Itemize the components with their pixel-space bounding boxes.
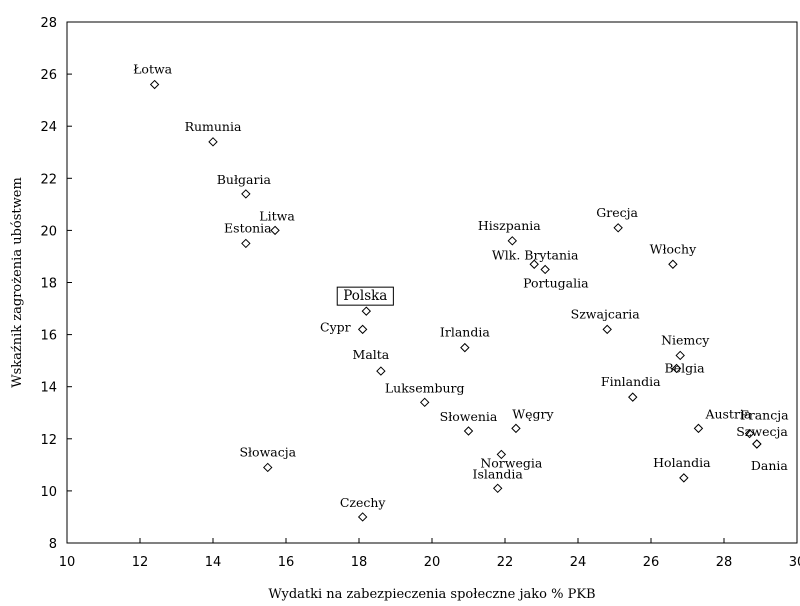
x-tick-label: 24	[570, 555, 587, 570]
data-point	[357, 512, 368, 522]
y-tick-label: 12	[40, 433, 57, 448]
data-point	[511, 423, 521, 434]
y-tick-label: 20	[40, 224, 57, 239]
x-tick-label: 28	[716, 555, 733, 570]
data-point	[241, 189, 251, 199]
data-point	[496, 449, 507, 460]
data-point	[149, 79, 160, 90]
y-tick-label: 24	[40, 120, 57, 135]
data-point	[361, 306, 372, 316]
data-point	[668, 259, 678, 269]
x-tick-label: 30	[789, 555, 800, 570]
data-point	[752, 439, 762, 449]
point-label: Grecja	[596, 205, 638, 220]
data-point	[540, 264, 550, 275]
data-point	[357, 324, 368, 335]
point-label: Hiszpania	[478, 218, 541, 233]
point-label: Szwecja	[736, 424, 788, 439]
point-label: Luksemburg	[385, 380, 465, 395]
point-label: Cypr	[320, 319, 351, 334]
x-tick-label: 18	[351, 555, 368, 570]
point-label: Niemcy	[661, 332, 710, 347]
point-label: Litwa	[259, 208, 295, 223]
point-label: Łotwa	[133, 62, 173, 77]
point-label: Holandia	[653, 455, 711, 470]
point-label: Norwegia	[480, 455, 543, 470]
data-point	[628, 392, 638, 402]
data-point	[613, 223, 623, 233]
point-label: Rumunia	[185, 119, 242, 134]
point-label: Francja	[740, 408, 789, 423]
point-label: Dania	[751, 458, 789, 473]
data-point	[602, 324, 612, 335]
data-point	[376, 366, 386, 376]
x-tick-label: 10	[59, 555, 76, 570]
y-tick-label: 16	[40, 329, 57, 344]
data-point	[529, 259, 539, 269]
data-point	[263, 462, 273, 473]
point-label: Islandia	[473, 466, 524, 481]
point-label: Irlandia	[440, 325, 490, 340]
point-label: Węgry	[512, 406, 554, 421]
y-axis-title: Wskaźnik zagrożenia ubóstwem	[10, 177, 25, 388]
x-tick-label: 12	[132, 555, 149, 570]
data-point	[744, 428, 755, 439]
y-tick-label: 22	[40, 172, 57, 187]
x-tick-label: 14	[205, 555, 222, 570]
x-tick-label: 22	[497, 555, 514, 570]
point-label: Portugalia	[523, 275, 589, 290]
data-point	[208, 137, 218, 147]
y-tick-label: 10	[40, 485, 57, 500]
x-tick-label: 26	[643, 555, 660, 570]
point-label: Polska	[343, 288, 387, 304]
y-tick-label: 8	[49, 537, 57, 552]
x-axis-title: Wydatki na zabezpieczenia społeczne jako…	[268, 587, 595, 602]
point-label: Szwajcaria	[571, 306, 641, 321]
data-point	[419, 397, 430, 408]
data-point	[241, 238, 251, 249]
y-tick-label: 14	[40, 381, 57, 396]
x-tick-label: 16	[278, 555, 295, 570]
highlight-box	[336, 286, 394, 306]
point-label: Malta	[353, 347, 390, 362]
data-point	[460, 342, 470, 353]
data-point	[671, 363, 682, 374]
data-point	[675, 350, 685, 361]
data-point	[492, 483, 503, 494]
point-label: Austria	[704, 406, 751, 421]
data-point	[507, 236, 518, 246]
point-label: Wlk. Brytania	[492, 247, 579, 262]
point-label: Słowenia	[440, 409, 498, 424]
y-tick-label: 26	[40, 68, 57, 83]
x-tick-label: 20	[424, 555, 441, 570]
data-point	[270, 225, 280, 236]
point-label: Belgia	[665, 360, 706, 375]
data-point	[463, 426, 474, 436]
point-label: Estonia	[224, 220, 272, 235]
point-label: Bułgaria	[217, 172, 272, 187]
y-tick-label: 18	[40, 277, 57, 292]
point-label: Słowacja	[239, 444, 296, 459]
point-label: Czechy	[340, 495, 387, 510]
point-label: Finlandia	[601, 374, 661, 389]
y-tick-label: 28	[40, 16, 57, 31]
data-point	[679, 473, 689, 483]
data-point	[693, 423, 704, 434]
point-label: Włochy	[650, 241, 697, 256]
